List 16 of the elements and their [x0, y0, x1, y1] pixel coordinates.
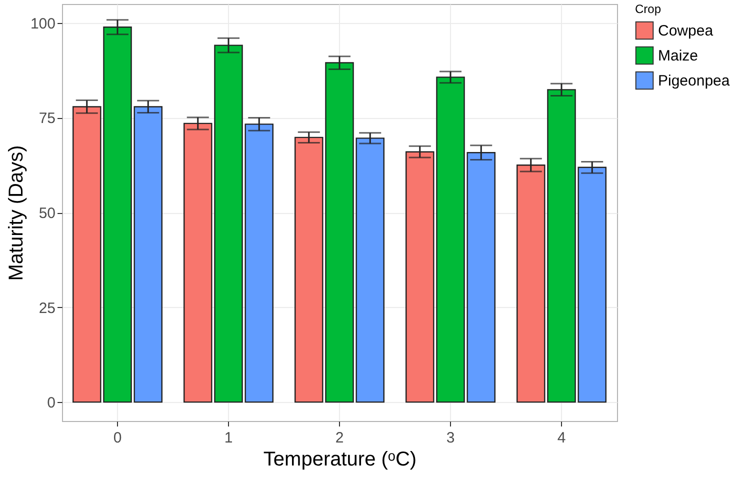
y-tick-label: 100	[30, 15, 56, 32]
legend-label: Pigeonpea	[658, 72, 730, 90]
x-tick-label: 4	[557, 430, 566, 446]
x-tick-label: 0	[113, 430, 122, 446]
x-axis-title: Temperature (ᵒC)	[263, 448, 417, 470]
y-tick-label: 0	[47, 394, 56, 412]
legend-label: Maize	[658, 48, 698, 64]
y-tick-label: 50	[38, 205, 56, 222]
y-tick-label: 25	[38, 300, 56, 317]
x-tick-label: 3	[446, 430, 455, 446]
y-tick-label: 75	[38, 110, 56, 128]
x-tick-label: 2	[335, 430, 344, 446]
legend-label: Cowpea	[658, 22, 714, 40]
legend-title: Crop	[635, 2, 662, 16]
x-tick-label: 1	[224, 430, 233, 446]
y-axis-title: Maturity (Days)	[5, 145, 28, 281]
